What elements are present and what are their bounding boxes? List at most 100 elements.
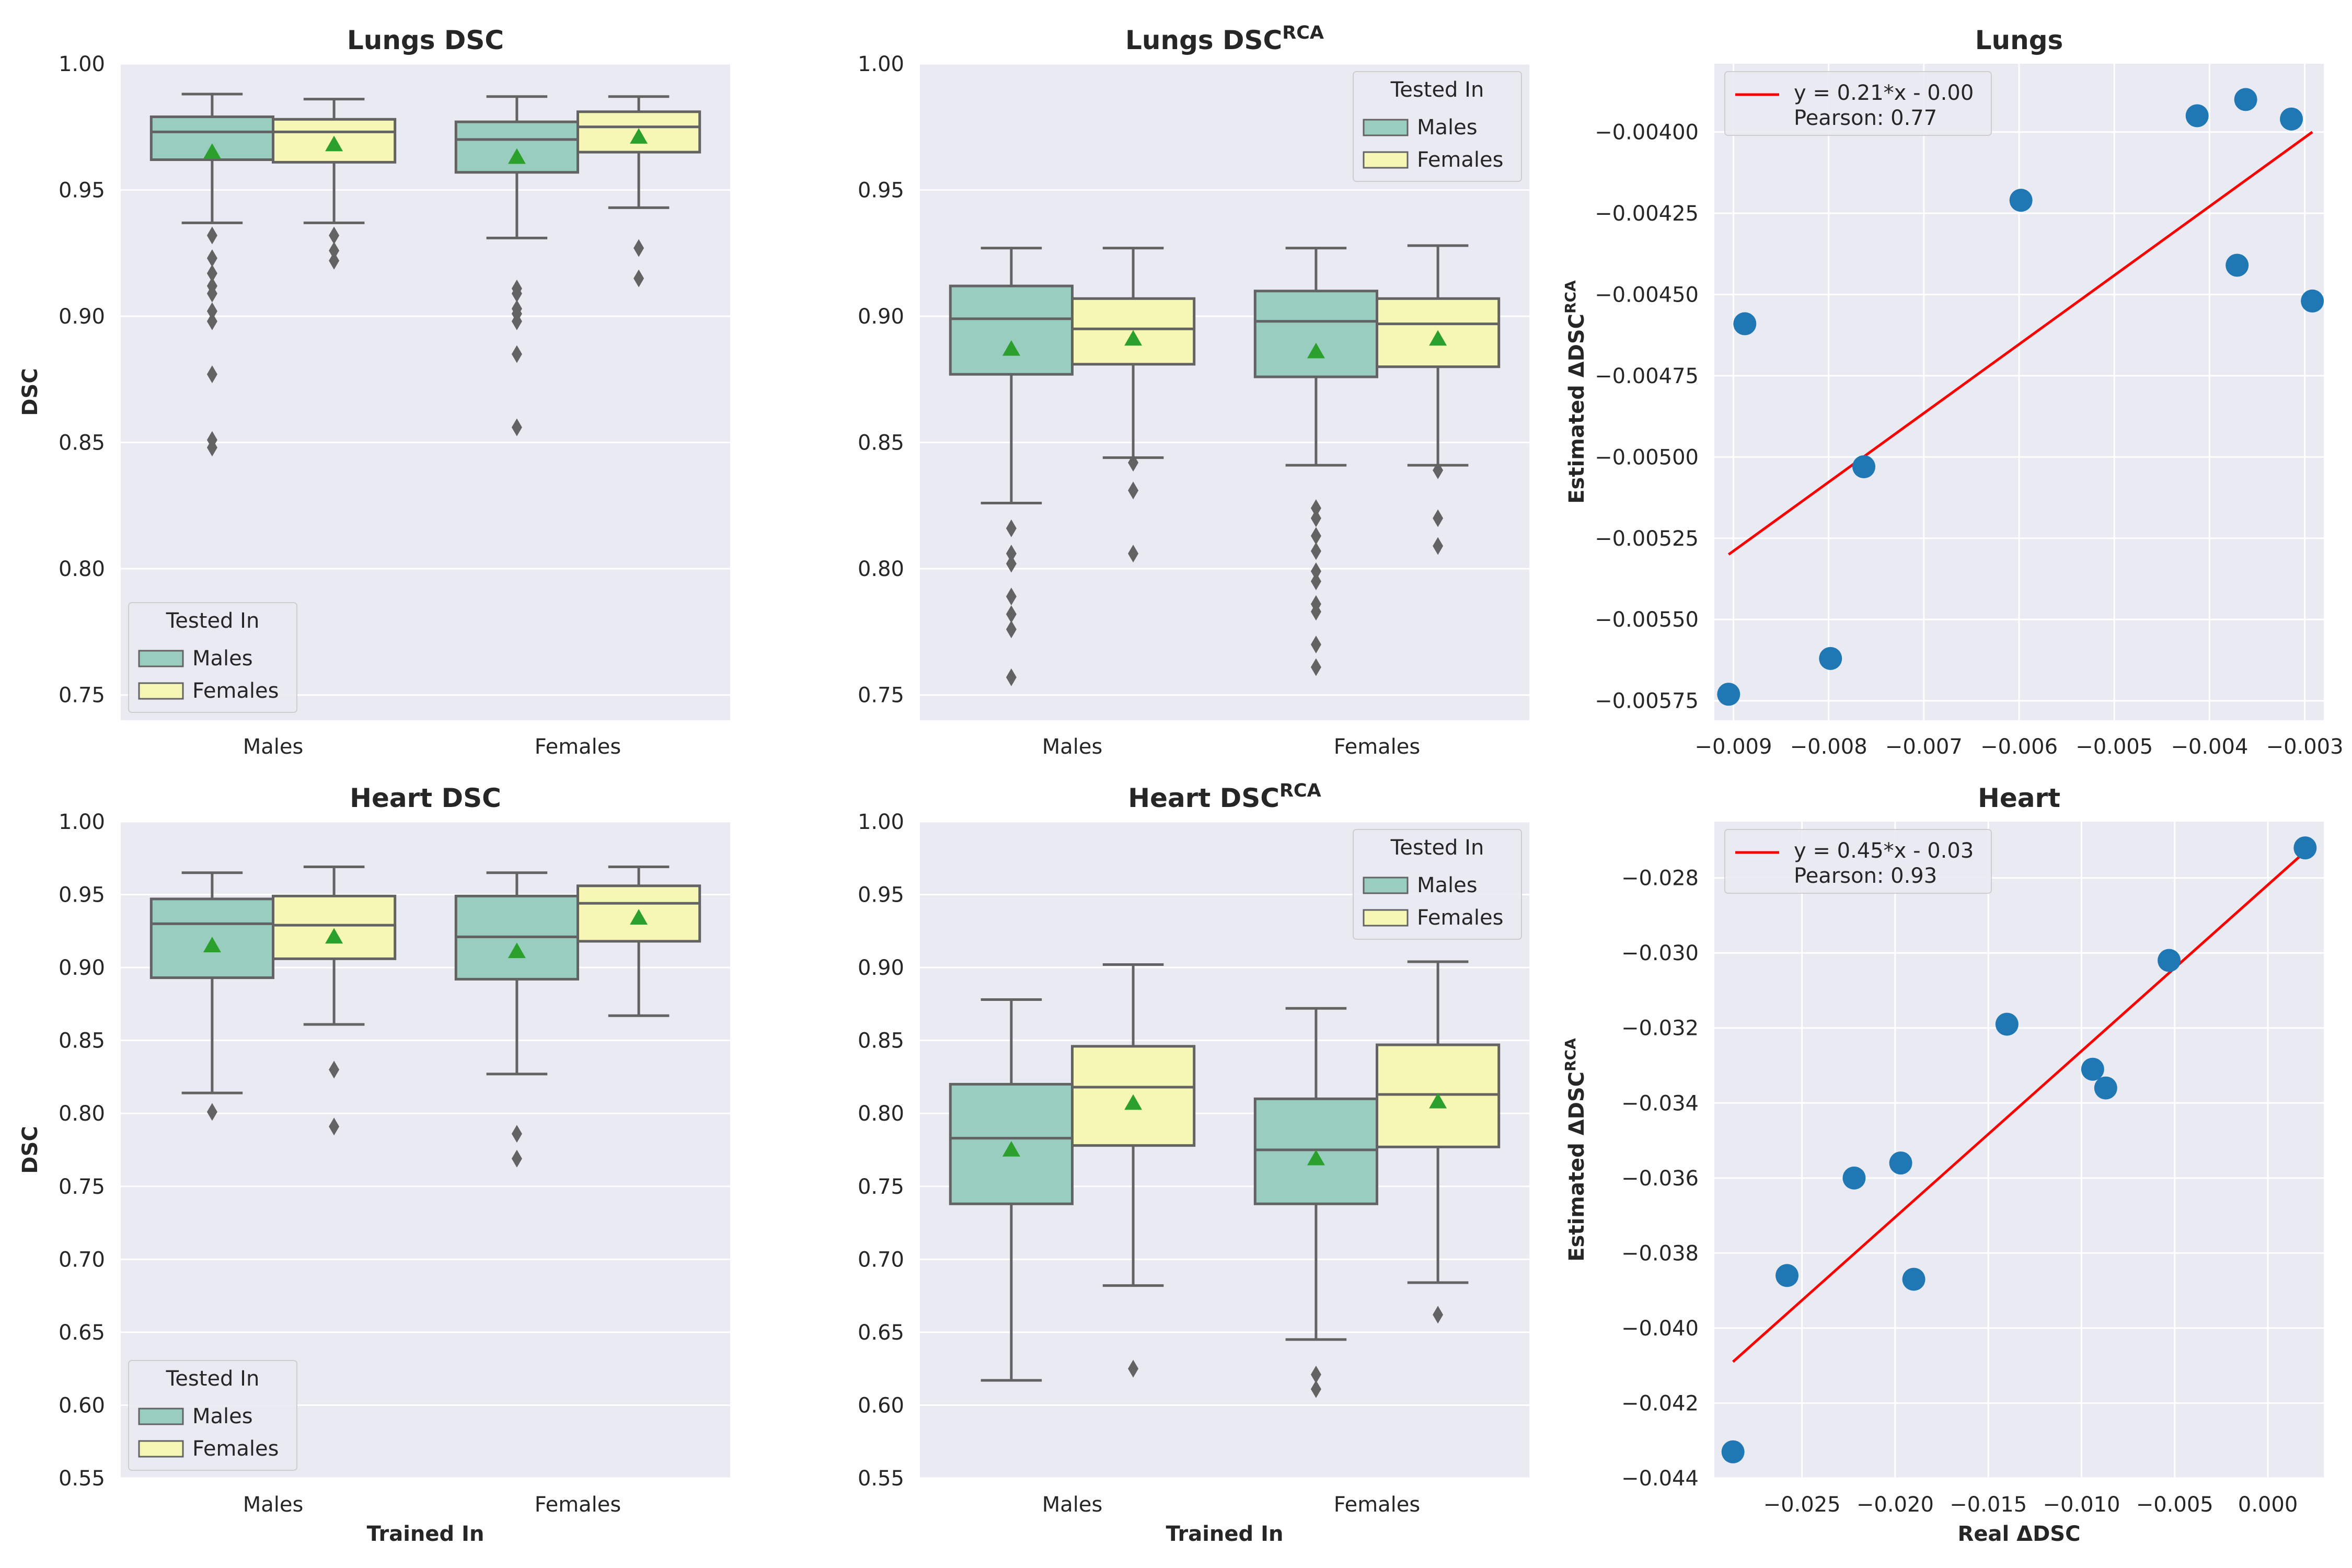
scatter-point xyxy=(2185,104,2209,128)
outlier-point xyxy=(511,1125,522,1143)
scatter-point xyxy=(1995,1012,2019,1036)
box-males-males xyxy=(949,247,1074,686)
scatter-point xyxy=(2234,88,2257,111)
mean-marker xyxy=(630,128,648,144)
outlier-point xyxy=(1006,620,1017,639)
legend-swatch-females xyxy=(138,1440,184,1458)
y-tick-label: −0.00550 xyxy=(1595,608,1699,632)
outlier-point xyxy=(329,1117,340,1136)
outlier-point xyxy=(633,239,644,257)
y-tick-label: 0.85 xyxy=(59,1029,105,1053)
x-tick-label: −0.007 xyxy=(1885,735,1963,759)
y-tick-label: 0.70 xyxy=(59,1248,105,1272)
box-males-females xyxy=(272,98,397,270)
fit-line xyxy=(1732,850,2307,1363)
outlier-point xyxy=(1310,603,1321,621)
iqr-box xyxy=(272,894,397,960)
chart-title: Heart xyxy=(1978,783,2060,813)
mean-marker xyxy=(1124,1094,1143,1110)
legend-frame xyxy=(1724,71,1992,136)
y-tick-label: −0.00425 xyxy=(1595,202,1699,226)
scatter-point xyxy=(2158,949,2181,972)
legend-title: Tested In xyxy=(1390,836,1484,860)
y-tick-label: −0.00500 xyxy=(1595,445,1699,469)
y-tick-label: 0.60 xyxy=(59,1393,105,1417)
iqr-box xyxy=(272,118,397,164)
x-tick-label: 0.000 xyxy=(2238,1493,2298,1517)
x-tick-label: Females xyxy=(1334,735,1420,759)
scatter-point xyxy=(1842,1166,1866,1190)
box-females-females xyxy=(577,95,701,287)
y-tick-label: −0.030 xyxy=(1621,941,1699,965)
box-females-males xyxy=(1253,247,1379,676)
y-tick-label: 0.85 xyxy=(858,431,904,455)
y-axis-label: Estimated ΔDSCRCA xyxy=(1562,280,1589,504)
y-tick-label: −0.036 xyxy=(1621,1167,1699,1191)
mean-marker xyxy=(203,937,221,952)
legend-equation: y = 0.21*x - 0.00 xyxy=(1794,81,1974,105)
legend-label-females: Females xyxy=(1417,906,1503,930)
x-tick-label: −0.006 xyxy=(1980,735,2058,759)
panel-6: −0.025 −0.020 −0.015 −0.010 −0.005 0.000 −0.04… xyxy=(1562,783,2324,1546)
box-females-males xyxy=(454,95,579,436)
mean-marker xyxy=(508,942,526,959)
outlier-point xyxy=(1433,537,1444,555)
iqr-box xyxy=(1253,290,1379,378)
legend-swatch-females xyxy=(1363,909,1409,927)
y-tick-label: −0.00525 xyxy=(1595,527,1699,551)
legend-label-females: Females xyxy=(192,1437,279,1461)
scatter-point xyxy=(1889,1151,1912,1175)
y-tick-label: 0.65 xyxy=(59,1321,105,1345)
mean-marker xyxy=(1124,330,1143,346)
scatter-point xyxy=(2293,836,2317,860)
outlier-point xyxy=(206,1103,217,1121)
x-tick-label: −0.025 xyxy=(1763,1493,1841,1517)
mean-marker xyxy=(1307,342,1325,359)
outlier-point xyxy=(329,1060,340,1079)
mean-marker xyxy=(508,148,526,164)
scatter-point xyxy=(2094,1076,2117,1100)
legend-title: Tested In xyxy=(1390,78,1484,102)
outlier-point xyxy=(511,345,522,363)
y-tick-label: 1.00 xyxy=(858,810,904,834)
box-males-males xyxy=(149,93,274,457)
mean-marker xyxy=(1002,1141,1020,1157)
chart-title: Lungs DSC xyxy=(347,25,504,55)
outlier-point xyxy=(1310,542,1321,560)
outlier-point xyxy=(1128,454,1139,472)
mean-marker xyxy=(203,143,221,159)
outlier-point xyxy=(511,1149,522,1168)
mean-marker xyxy=(1429,1092,1447,1109)
y-tick-label: 0.60 xyxy=(858,1393,904,1417)
x-tick-label: Males xyxy=(243,735,304,759)
y-tick-label: −0.042 xyxy=(1621,1391,1699,1415)
x-tick-label: −0.015 xyxy=(1950,1493,2027,1517)
x-tick-label: −0.010 xyxy=(2043,1493,2120,1517)
outlier-point xyxy=(511,284,522,303)
y-tick-label: 0.95 xyxy=(858,179,904,203)
box-males-females xyxy=(1071,963,1196,1378)
chart-title: Heart DSC xyxy=(350,783,501,813)
outlier-point xyxy=(1310,509,1321,527)
x-tick-label: Females xyxy=(535,1493,621,1517)
outlier-point xyxy=(206,264,217,282)
legend-label-males: Males xyxy=(192,647,253,671)
scatter-point xyxy=(2226,253,2249,277)
y-tick-label: 1.00 xyxy=(858,52,904,76)
x-tick-label: −0.008 xyxy=(1790,735,1867,759)
y-tick-label: 1.00 xyxy=(59,52,105,76)
legend-swatch-males xyxy=(1363,119,1409,136)
scatter-point xyxy=(2009,189,2033,212)
outlier-point xyxy=(1310,658,1321,676)
panel-2: 0.75 0.80 0.85 0.90 0.95 1.00 Lungs DSCRCA Male… xyxy=(858,22,1529,759)
x-tick-label: −0.004 xyxy=(2171,735,2248,759)
y-tick-label: −0.038 xyxy=(1621,1241,1699,1265)
y-tick-label: 0.85 xyxy=(858,1029,904,1053)
y-axis-label: DSC xyxy=(18,368,42,416)
legend: Tested In Males Females xyxy=(1353,829,1522,940)
x-tick-label: −0.003 xyxy=(2266,735,2344,759)
chart-title: Lungs xyxy=(1975,25,2063,55)
outlier-point xyxy=(206,249,217,267)
